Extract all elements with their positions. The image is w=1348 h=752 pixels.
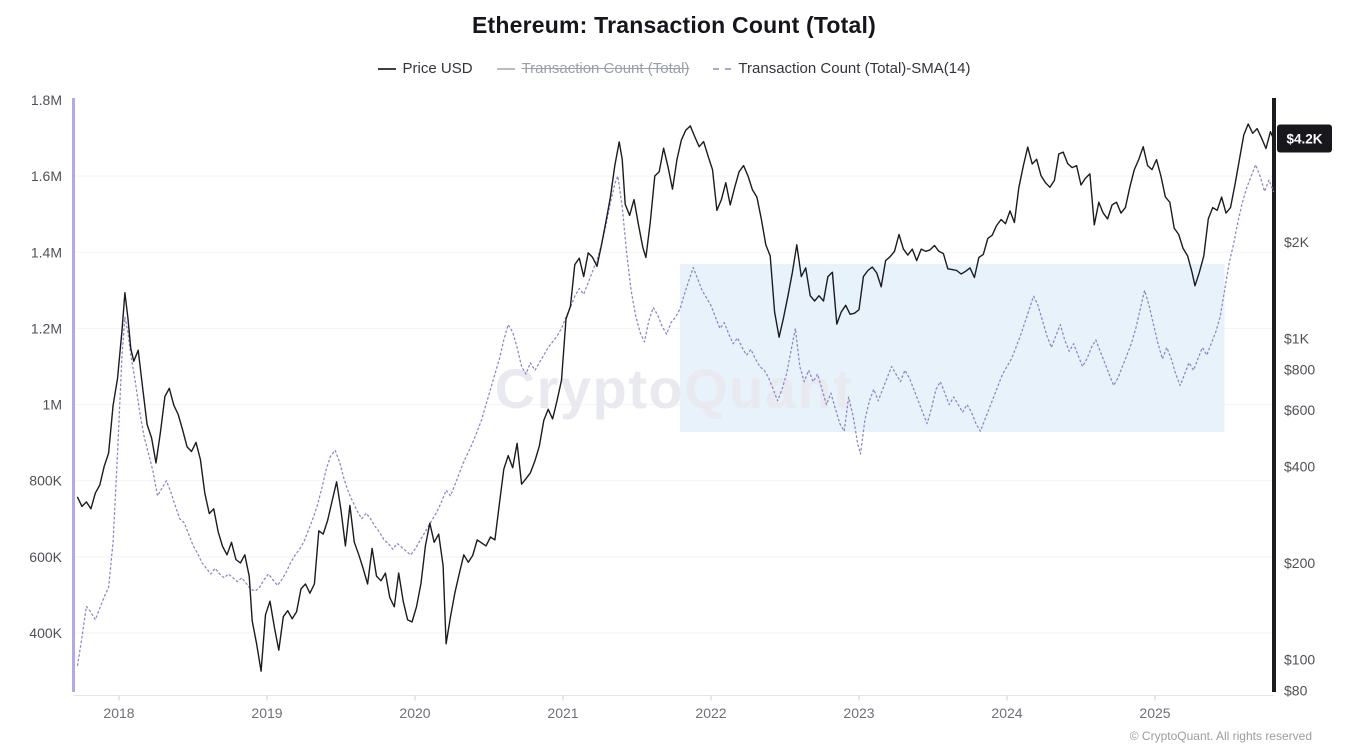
legend-item-transaction-count[interactable]: Transaction Count (Total): [496, 60, 690, 77]
legend-label: Transaction Count (Total): [521, 60, 690, 77]
x-axis-label: 2022: [695, 705, 726, 721]
y-right-axis-label: $1K: [1284, 331, 1310, 347]
y-left-axis-label: 1.4M: [31, 244, 62, 260]
y-right-axis-label: $2K: [1284, 234, 1310, 250]
y-left-axis-label: 600K: [29, 549, 62, 565]
legend-label: Transaction Count (Total)-SMA(14): [738, 60, 971, 77]
copyright-note: © CryptoQuant. All rights reserved: [1129, 729, 1312, 743]
solid-line-icon: [377, 67, 396, 70]
legend-label: Price USD: [402, 60, 473, 77]
y-right-axis-label: $600: [1284, 402, 1315, 418]
highlight-region: [679, 264, 1225, 432]
y-right-axis-label: $80: [1284, 683, 1308, 699]
page-title: Ethereum: Transaction Count (Total): [472, 12, 876, 38]
legend-item-transaction-count-sma[interactable]: Transaction Count (Total)-SMA(14): [713, 60, 970, 77]
y-right-axis-label: $400: [1284, 458, 1315, 474]
last-price-badge-label: $4.2K: [1286, 132, 1322, 147]
legend: Price USD Transaction Count (Total) Tran…: [0, 60, 1348, 77]
x-axis-label: 2018: [103, 705, 134, 721]
price-line: [76, 123, 1275, 672]
y-right-axis-label: $100: [1284, 652, 1315, 668]
solid-line-icon: [496, 67, 515, 70]
dashed-line-icon: [713, 67, 732, 70]
x-axis-label: 2021: [547, 705, 578, 721]
y-left-axis-label: 800K: [29, 473, 62, 489]
y-left-axis-label: 1.2M: [31, 320, 62, 336]
x-axis-label: 2023: [843, 705, 874, 721]
y-right-axis-label: $200: [1284, 555, 1315, 571]
y-right-axis-label: $800: [1284, 362, 1315, 378]
legend-item-price-usd[interactable]: Price USD: [377, 60, 473, 77]
sma-line: [76, 164, 1275, 667]
y-left-axis-label: 1.8M: [31, 92, 62, 108]
y-left-axis-label: 1M: [43, 397, 62, 413]
x-axis-label: 2025: [1139, 705, 1170, 721]
y-left-axis-label: 400K: [29, 625, 62, 641]
x-axis-label: 2020: [399, 705, 430, 721]
x-axis-label: 2024: [991, 705, 1022, 721]
y-left-axis-label: 1.6M: [31, 168, 62, 184]
x-axis-label: 2019: [251, 705, 282, 721]
last-price-badge: [1277, 124, 1332, 153]
